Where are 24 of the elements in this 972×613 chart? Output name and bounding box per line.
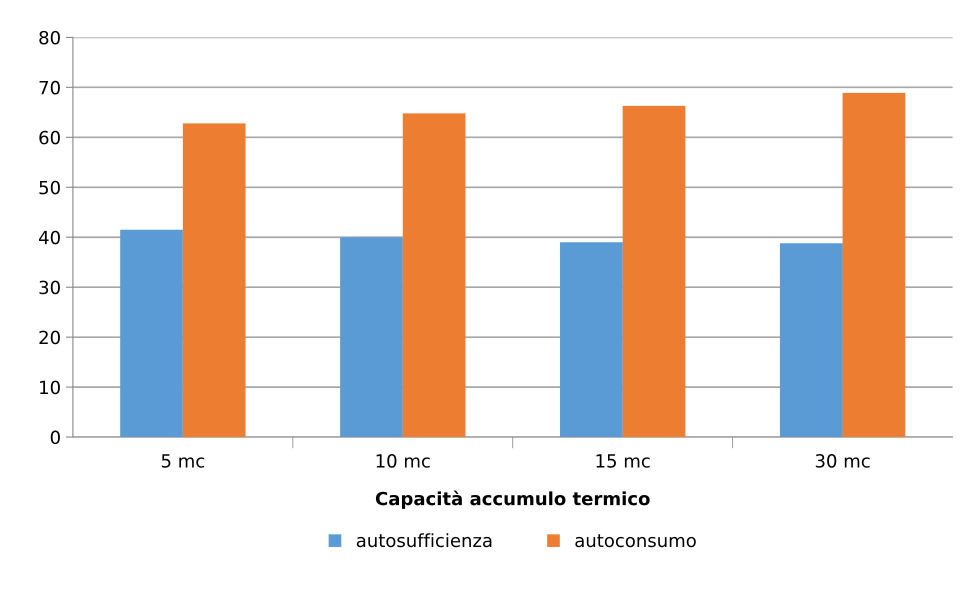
bar (340, 237, 403, 438)
x-axis-title: Capacità accumulo termico (376, 490, 650, 509)
y-tick-label: 10 (40, 380, 60, 394)
bar (560, 242, 623, 438)
legend-label: autoconsumo (575, 534, 696, 548)
y-tick-label: 70 (40, 80, 60, 94)
x-tick-label: 5 mc (162, 454, 204, 468)
legend-label: autosufficienza (356, 533, 492, 548)
bar (622, 106, 686, 438)
y-tick-label: 60 (39, 130, 60, 144)
bar (120, 230, 183, 438)
y-tick-label: 30 (39, 280, 60, 294)
x-tick-label: 30 mc (816, 454, 870, 468)
bar (842, 92, 906, 438)
y-tick-label: 80 (39, 30, 60, 45)
y-tick-label: 40 (39, 230, 60, 244)
bar (182, 123, 246, 438)
y-tick-label: 20 (39, 330, 60, 344)
bar (780, 243, 843, 438)
x-tick-label: 10 mc (376, 454, 430, 468)
x-tick-label: 15 mc (596, 454, 650, 468)
y-tick-label: 0 (50, 430, 60, 444)
y-tick-label: 50 (40, 180, 60, 194)
bar (402, 113, 466, 438)
